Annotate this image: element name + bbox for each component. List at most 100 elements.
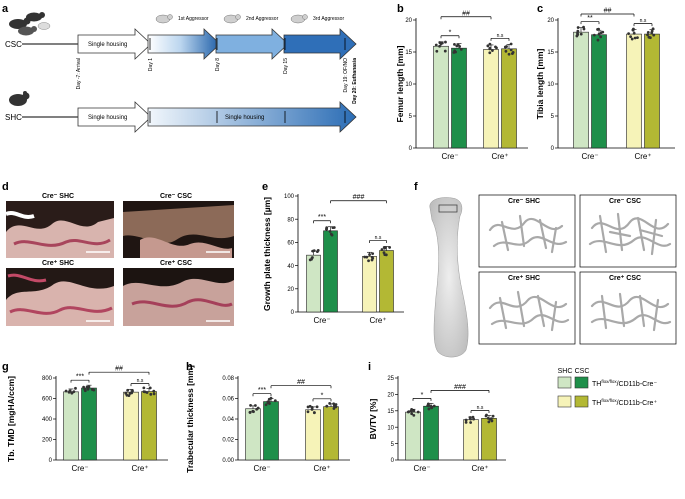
bar-shc-cre-neg bbox=[405, 411, 421, 461]
significance-label: *** bbox=[76, 374, 84, 381]
data-point bbox=[596, 38, 600, 42]
data-point bbox=[256, 406, 260, 410]
y-tick-label: 20 bbox=[387, 393, 394, 399]
legend: SHC CSC THflox/flox/CD11b-Cre⁻ THflox/fl… bbox=[558, 368, 657, 408]
y-axis-label: BV/TV [%] bbox=[368, 399, 378, 440]
trabecular-thickness-chart: 0.00 0.02 0.04 0.06 0.08 Trabecular thickness… bbox=[185, 365, 350, 473]
data-point bbox=[459, 47, 463, 51]
data-point bbox=[148, 386, 152, 390]
bar-csc-cre-neg bbox=[263, 401, 279, 461]
bar-csc-cre-neg bbox=[591, 34, 607, 149]
y-tick-label: 20 bbox=[547, 18, 554, 24]
data-point bbox=[83, 388, 87, 391]
data-point bbox=[371, 252, 375, 255]
significance-label: n.s bbox=[477, 405, 484, 411]
data-point bbox=[458, 45, 461, 48]
microct-box-cre-pos-shc bbox=[478, 271, 576, 345]
data-point bbox=[489, 417, 493, 421]
y-tick-label: 5 bbox=[551, 114, 555, 120]
bar-shc-cre-pos bbox=[463, 419, 479, 461]
data-point bbox=[432, 404, 436, 408]
bar-csc-cre-pos bbox=[379, 250, 394, 313]
data-point bbox=[592, 33, 596, 37]
y-tick-label: 0.08 bbox=[222, 376, 234, 382]
data-point bbox=[439, 42, 443, 46]
shc-single-housing-2: Single housing bbox=[225, 115, 264, 121]
y-tick-label: 100 bbox=[284, 194, 295, 200]
legend-swatch-csc-cre-neg bbox=[574, 376, 589, 389]
x-tick-label: Cre⁻ bbox=[441, 152, 458, 161]
data-point bbox=[511, 50, 515, 54]
significance-label: ### bbox=[353, 194, 365, 201]
data-point bbox=[507, 52, 511, 56]
significance-label: n.s bbox=[137, 378, 144, 384]
csc-single-housing: Single housing bbox=[88, 42, 127, 48]
micrograph-cre-neg-csc bbox=[123, 201, 234, 258]
data-point bbox=[82, 385, 86, 389]
data-point bbox=[579, 32, 583, 36]
bar-shc-cre-neg bbox=[573, 31, 589, 149]
data-point bbox=[367, 259, 370, 263]
data-point bbox=[310, 257, 313, 261]
y-tick-label: 0 bbox=[49, 458, 53, 464]
x-tick-label: Cre⁺ bbox=[471, 464, 488, 473]
aggressor-1: 1st Aggressor bbox=[178, 16, 209, 22]
data-point bbox=[306, 410, 310, 414]
data-point bbox=[87, 385, 91, 389]
y-tick-label: 40 bbox=[287, 264, 294, 270]
y-tick-label: 15 bbox=[547, 50, 554, 56]
data-point bbox=[126, 388, 130, 392]
y-axis-label: Femur length [mm] bbox=[395, 45, 405, 122]
data-point bbox=[576, 26, 580, 29]
y-axis-label: Growth plate thickness [µm] bbox=[262, 197, 272, 311]
data-point bbox=[152, 389, 156, 393]
data-point bbox=[311, 249, 315, 253]
bar-csc-cre-pos bbox=[644, 33, 660, 149]
bar-csc-cre-neg bbox=[323, 230, 338, 313]
data-point bbox=[312, 411, 316, 414]
day-1: Day 1 bbox=[148, 58, 154, 71]
data-point bbox=[576, 33, 580, 37]
data-point bbox=[464, 421, 468, 424]
micro-label-d-cre-pos-shc: Cre⁺ SHC bbox=[42, 260, 75, 267]
significance-label: ## bbox=[297, 379, 305, 386]
legend-swatch-csc-cre-pos bbox=[574, 395, 589, 408]
data-point bbox=[469, 421, 473, 424]
bar-csc-cre-neg bbox=[423, 405, 439, 461]
y-tick-label: 10 bbox=[547, 82, 554, 88]
data-point bbox=[269, 396, 273, 400]
y-tick-label: 0 bbox=[391, 458, 395, 464]
shc-single-housing-1: Single housing bbox=[88, 115, 127, 121]
panel-label-d: d bbox=[2, 181, 9, 193]
mouse-icon bbox=[9, 91, 30, 106]
data-point bbox=[380, 248, 384, 251]
data-point bbox=[142, 386, 146, 390]
data-point bbox=[253, 404, 257, 407]
data-point bbox=[631, 28, 635, 32]
significance-label: ## bbox=[604, 8, 612, 15]
significance-label: n.s bbox=[640, 18, 647, 24]
data-point bbox=[490, 419, 494, 423]
bar-csc-cre-pos bbox=[141, 391, 157, 461]
bvtv-chart: 0 5 10 15 20 25 BV/TV [%] Cre⁻ Cre⁺ * n.s ### bbox=[368, 376, 506, 473]
micro-label-f-cre-neg-shc: Cre⁻ SHC bbox=[508, 198, 541, 205]
data-point bbox=[444, 40, 447, 44]
aggressor-2: 2nd Aggressor bbox=[246, 16, 279, 22]
panel-label-a: a bbox=[2, 3, 9, 15]
data-point bbox=[491, 414, 495, 418]
data-point bbox=[325, 404, 329, 408]
micro-label-d-cre-neg-shc: Cre⁻ SHC bbox=[42, 193, 75, 200]
data-point bbox=[456, 43, 460, 46]
data-point bbox=[325, 227, 328, 231]
data-point bbox=[409, 409, 413, 413]
data-point bbox=[629, 35, 633, 39]
data-point bbox=[582, 27, 586, 31]
data-point bbox=[308, 404, 312, 408]
micro-label-f-cre-pos-csc: Cre⁺ CSC bbox=[609, 275, 642, 282]
data-point bbox=[632, 31, 636, 35]
bar-shc-cre-pos bbox=[123, 391, 139, 461]
y-tick-label: 20 bbox=[405, 18, 412, 24]
panel-label-h: h bbox=[186, 361, 193, 373]
data-point bbox=[434, 43, 438, 47]
